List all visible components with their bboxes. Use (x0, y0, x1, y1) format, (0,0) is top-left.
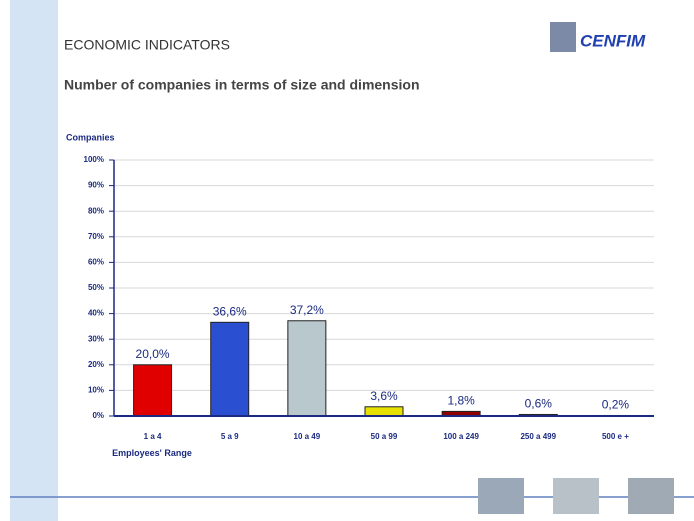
bar (210, 321, 250, 417)
value-label: 20,0% (136, 347, 170, 361)
y-tick-label: 70% (88, 232, 104, 241)
y-tick-label: 30% (88, 334, 104, 343)
bar (133, 364, 173, 417)
value-label: 0,2% (602, 398, 630, 412)
chart-subtitle: Number of companies in terms of size and… (64, 77, 420, 93)
y-tick-label: 60% (88, 258, 104, 267)
photo (553, 478, 599, 514)
y-tick-label: 0% (92, 411, 104, 420)
y-tick-label: 40% (88, 309, 104, 318)
x-tick-label: 50 a 99 (371, 432, 398, 441)
x-tick-label: 250 a 499 (520, 432, 556, 441)
x-tick-label: 500 e + (602, 432, 629, 441)
y-tick-label: 90% (88, 181, 104, 190)
value-label: 3,6% (370, 389, 398, 403)
photo (478, 478, 524, 514)
x-tick-label: 5 a 9 (221, 432, 239, 441)
value-label: 37,2% (290, 303, 324, 317)
value-label: 36,6% (213, 304, 247, 318)
value-label: 1,8% (447, 394, 475, 408)
x-tick-label: 1 a 4 (144, 432, 162, 441)
x-axis-label: Employees' Range (112, 448, 192, 458)
y-tick-label: 10% (88, 386, 104, 395)
y-tick-label: 50% (88, 283, 104, 292)
bar (364, 406, 404, 417)
logo-mark (550, 22, 576, 52)
y-tick-label: 80% (88, 206, 104, 215)
y-tick-label: 100% (84, 155, 104, 164)
y-axis-label: Companies (66, 132, 115, 142)
x-tick-label: 10 a 49 (294, 432, 321, 441)
y-tick-label: 20% (88, 360, 104, 369)
photo (628, 478, 674, 514)
x-tick-label: 100 a 249 (443, 432, 479, 441)
value-label: 0,6% (525, 397, 553, 411)
logo: CENFIM (580, 31, 646, 50)
side-strip (10, 0, 58, 521)
chart-title: ECONOMIC INDICATORS (64, 37, 230, 53)
bar (287, 320, 327, 417)
